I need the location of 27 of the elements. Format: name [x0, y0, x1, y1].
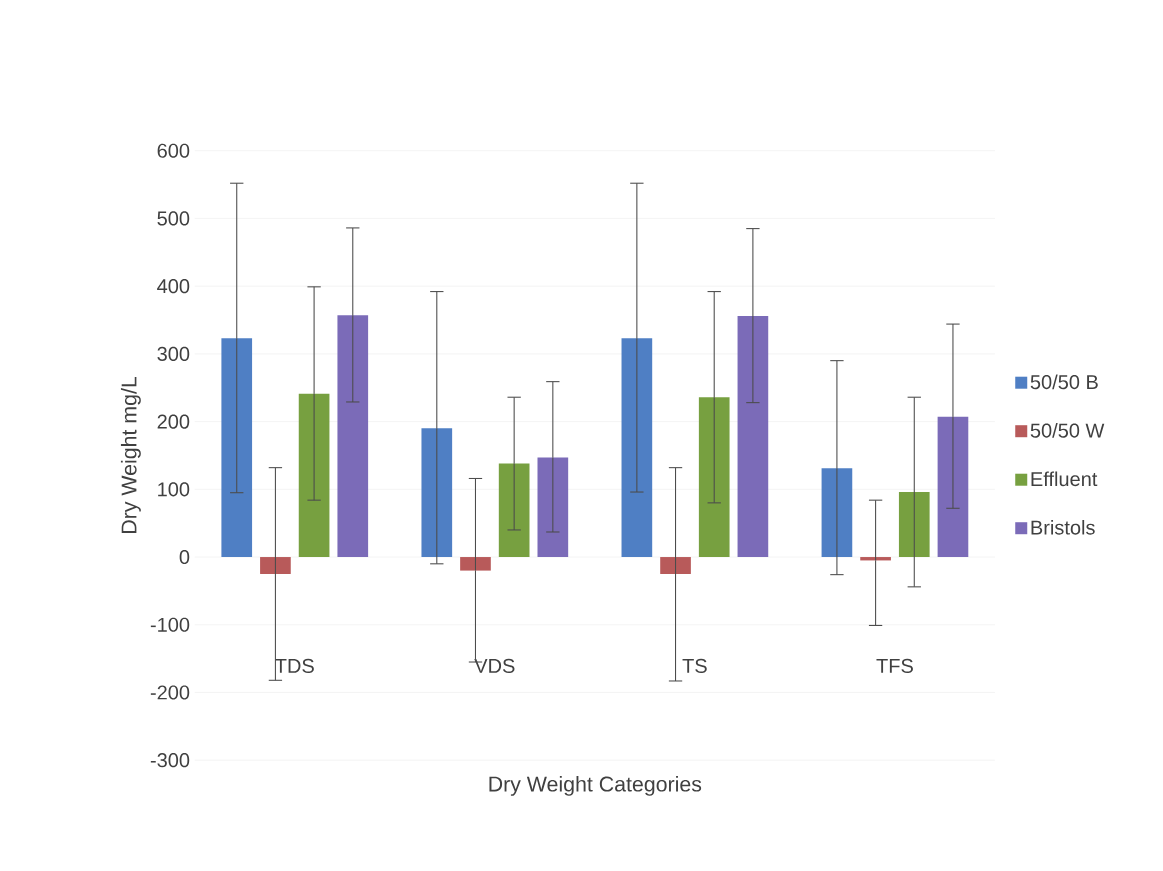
x-tick-label: VDS	[474, 658, 515, 674]
legend-label: Effluent	[1031, 471, 1098, 487]
bar	[460, 557, 491, 571]
bar	[337, 315, 369, 558]
legend-label: 50/50 B	[1030, 374, 1098, 390]
y-axis-title: Dry Weight mg/L	[120, 376, 141, 534]
x-tick-label: TFS	[876, 658, 913, 674]
bar	[260, 557, 291, 575]
x-axis-title: Dry Weight Categories	[489, 776, 702, 796]
y-tick-label: 200	[157, 414, 190, 429]
y-tick-label: -100	[150, 617, 190, 632]
bar	[821, 468, 853, 558]
y-tick-label: 300	[157, 346, 190, 361]
bar	[898, 492, 930, 558]
y-tick-label: 100	[158, 482, 190, 497]
x-tick-label: TS	[682, 658, 707, 674]
y-tick-label: 400	[157, 279, 190, 294]
y-tick-label: -200	[150, 685, 190, 700]
y-tick-label: -300	[150, 753, 190, 768]
legend-label: 50/50 W	[1030, 423, 1105, 438]
bar	[737, 316, 769, 558]
legend-label: Bristols	[1031, 520, 1095, 535]
y-tick-label: 500	[157, 211, 190, 226]
bar	[421, 428, 453, 558]
y-tick-label: 600	[157, 143, 190, 158]
y-tick-label: 0	[179, 550, 190, 565]
bar	[660, 557, 691, 575]
